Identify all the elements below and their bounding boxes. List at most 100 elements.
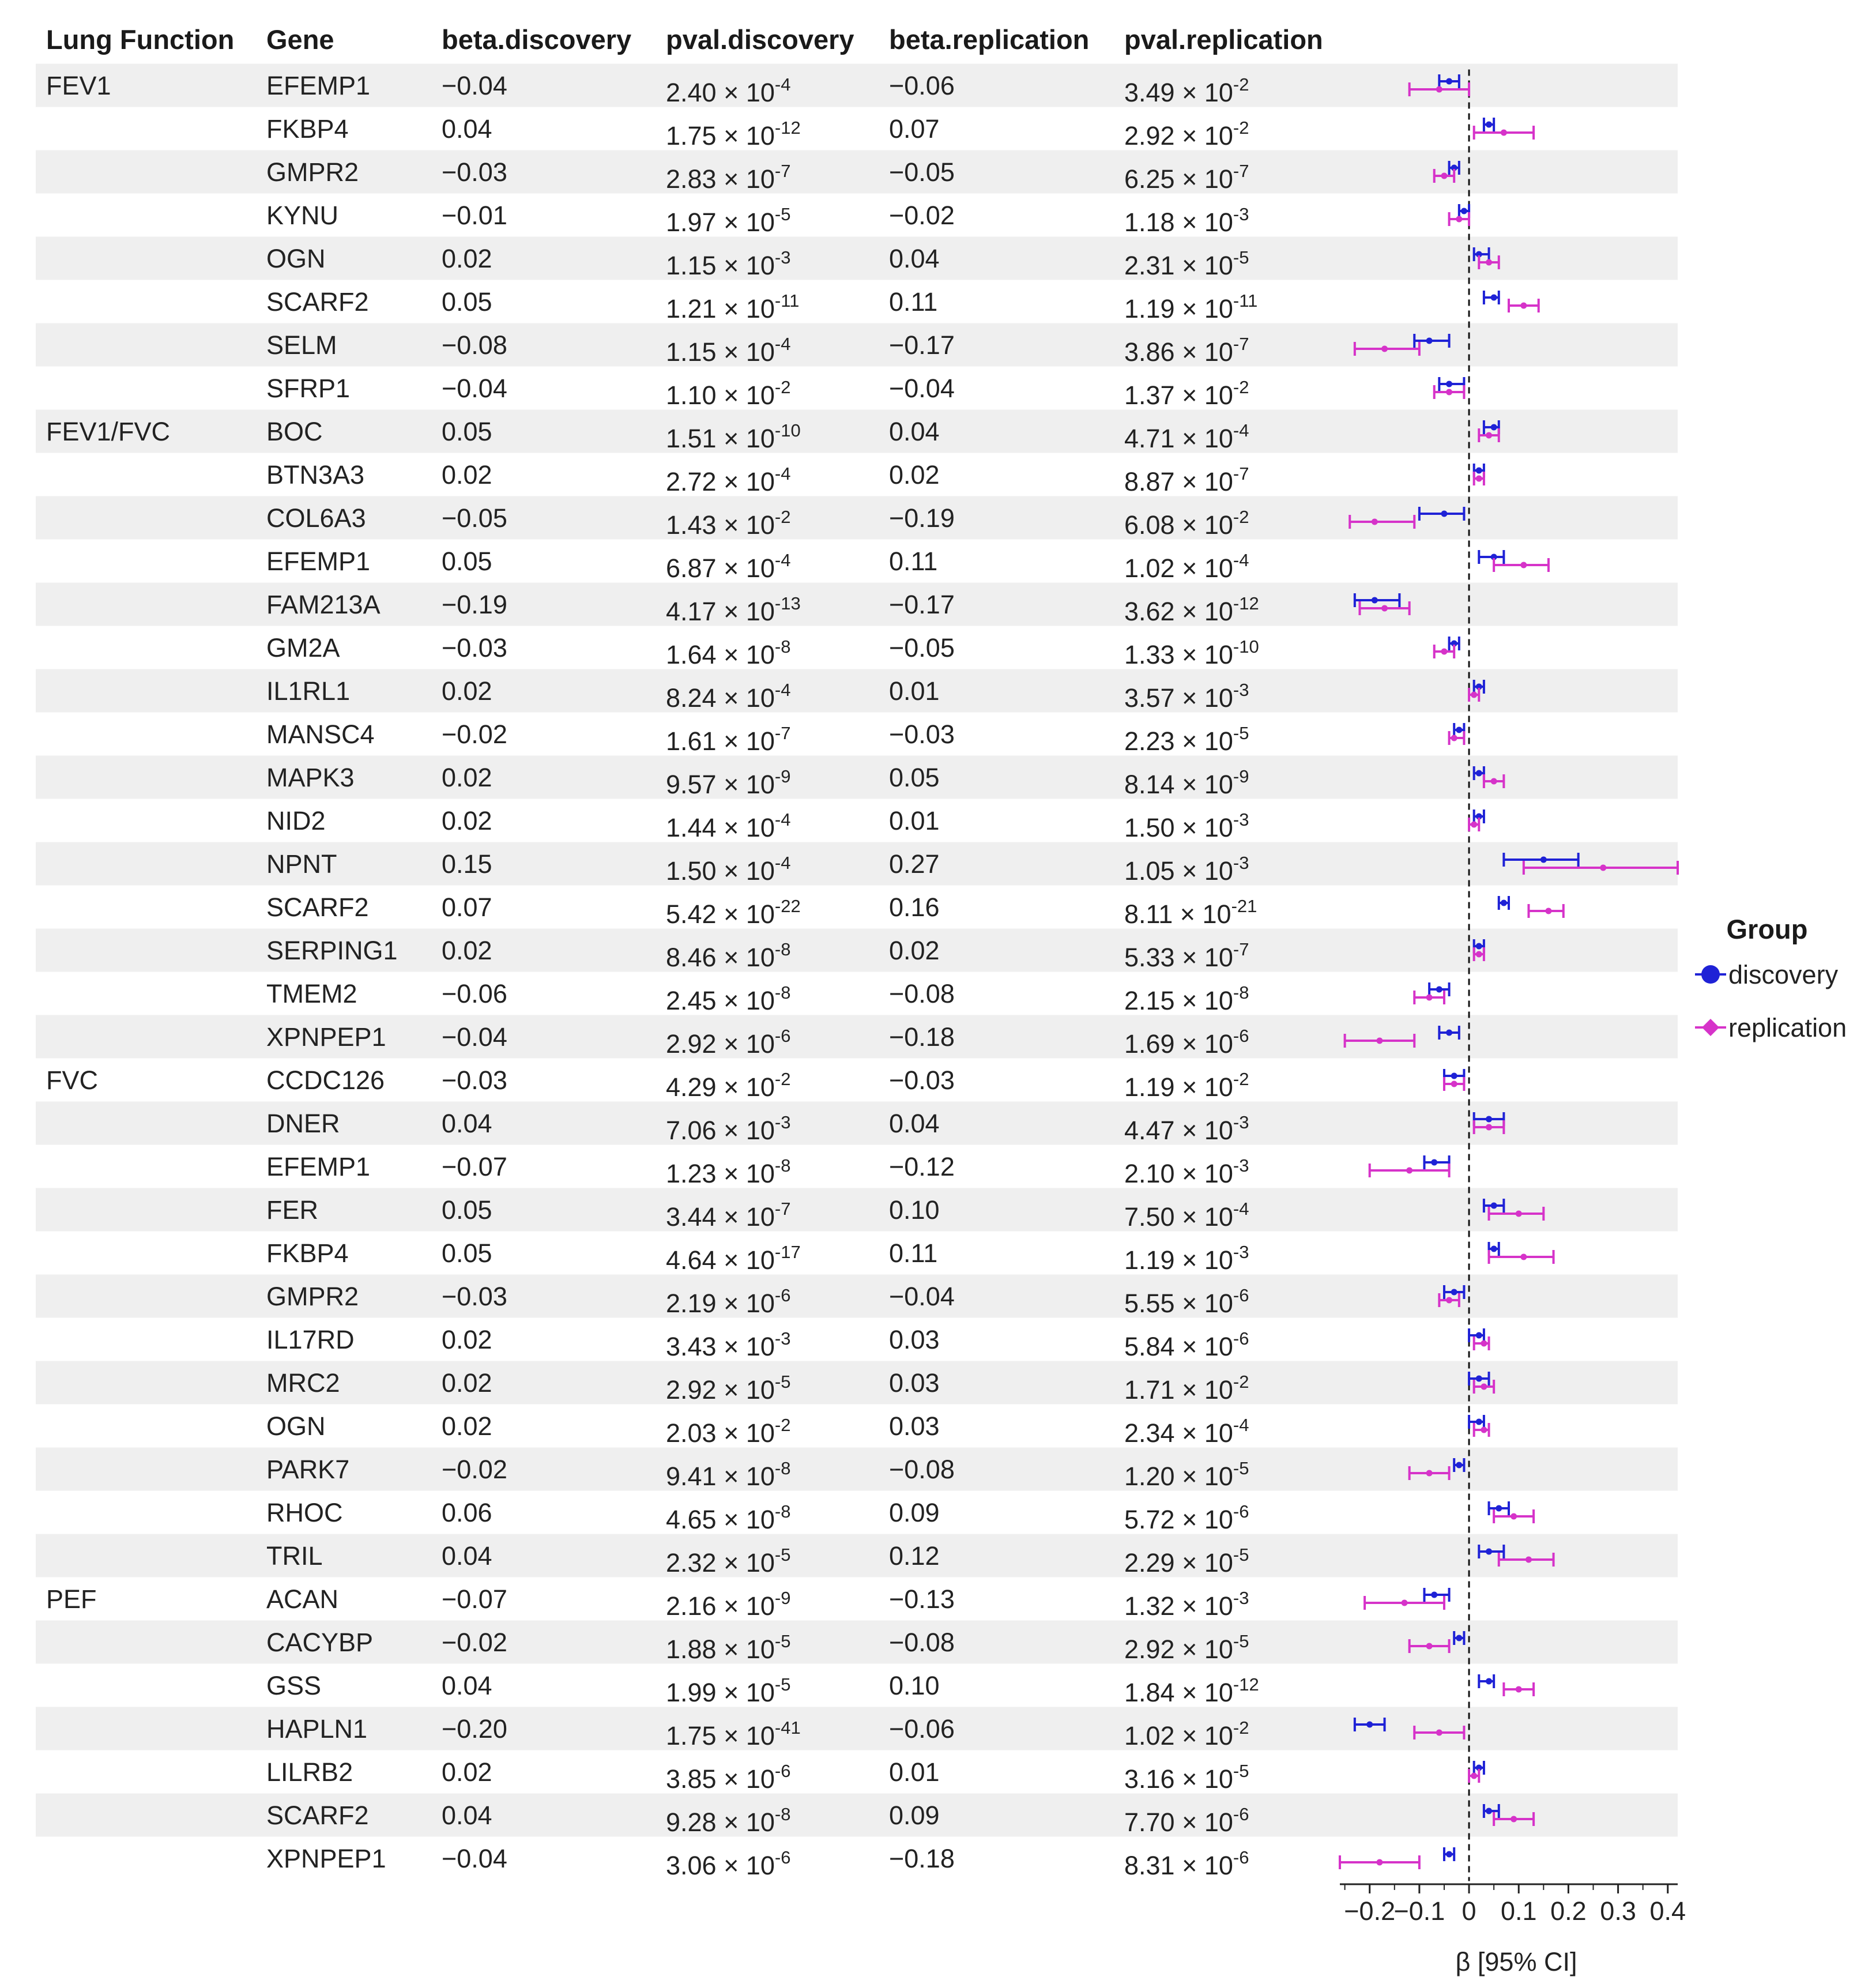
replication-estimate-gss (1502, 1682, 1535, 1696)
point-estimate (1520, 1253, 1527, 1260)
discovery-estimate-mrc2 (1468, 1372, 1490, 1385)
replication-estimate-serping1 (1472, 947, 1485, 961)
table-row: TMEM2 −0.06 2.45 × 10-8 −0.08 2.15 × 10-8 (266, 979, 1249, 1015)
gene-label: IL1RL1 (266, 676, 350, 706)
row-band (36, 150, 1678, 194)
legend-label: replication (1728, 1013, 1847, 1042)
pval-discovery-value: 3.06 × 10-6 (666, 1847, 791, 1880)
pval-discovery-value: 1.44 × 10-4 (666, 809, 791, 842)
row-band (36, 409, 1678, 453)
row-band (36, 1188, 1678, 1232)
row-band (36, 63, 1678, 107)
table-row: FKBP4 0.04 1.75 × 10-12 0.07 2.92 × 10-2 (266, 114, 1249, 150)
point-estimate (1486, 1124, 1493, 1131)
discovery-estimate-acan (1423, 1588, 1451, 1602)
row-band (36, 755, 1678, 799)
row-bands (36, 63, 1678, 1837)
beta-discovery-value: −0.01 (442, 201, 507, 230)
point-estimate (1486, 121, 1493, 128)
pval-discovery-value: 2.03 × 10-2 (666, 1415, 791, 1448)
discovery-estimate-kynu (1457, 204, 1471, 218)
gene-label: XPNPEP1 (266, 1022, 386, 1052)
beta-replication-value: −0.02 (889, 201, 955, 230)
gene-label: CCDC126 (266, 1065, 385, 1095)
point-estimate (1475, 251, 1482, 258)
pval-replication-value: 2.29 × 10-5 (1124, 1545, 1249, 1577)
point-estimate (1475, 475, 1482, 482)
row-band (36, 1447, 1678, 1491)
pval-discovery-value: 3.43 × 10-3 (666, 1328, 791, 1361)
pval-discovery-value: 4.29 × 10-2 (666, 1069, 791, 1102)
beta-discovery-value: 0.04 (442, 1541, 492, 1571)
pval-replication-value: 5.84 × 10-6 (1124, 1328, 1249, 1361)
gene-label: FKBP4 (266, 114, 349, 144)
beta-discovery-value: −0.03 (442, 1282, 507, 1311)
table-row: SCARF2 0.05 1.21 × 10-11 0.11 1.19 × 10-11 (266, 287, 1257, 323)
row-band (36, 1707, 1678, 1750)
point-estimate (1451, 640, 1457, 647)
beta-discovery-value: 0.07 (442, 893, 492, 922)
beta-discovery-value: 0.04 (442, 1801, 492, 1830)
point-estimate (1490, 1245, 1497, 1252)
table-row: SELM −0.08 1.15 × 10-4 −0.17 3.86 × 10-7 (266, 330, 1249, 367)
discovery-estimate-ogn (1472, 247, 1490, 261)
table-row: GMPR2 −0.03 2.83 × 10-7 −0.05 6.25 × 10-7 (266, 157, 1249, 194)
gene-label: GMPR2 (266, 1282, 359, 1311)
pval-discovery-value: 1.99 × 10-5 (666, 1674, 791, 1707)
beta-discovery-value: 0.05 (442, 547, 492, 576)
beta-replication-value: −0.17 (889, 590, 955, 619)
point-estimate (1441, 648, 1448, 655)
replication-estimate-scarf2 (1493, 1812, 1535, 1826)
beta-discovery-value: −0.04 (442, 1844, 507, 1873)
gene-label: SERPING1 (266, 936, 398, 965)
discovery-estimate-scarf2 (1482, 291, 1500, 304)
pval-replication-value: 7.70 × 10-6 (1124, 1804, 1249, 1837)
beta-discovery-value: −0.02 (442, 1628, 507, 1657)
pval-discovery-value: 2.92 × 10-5 (666, 1372, 791, 1405)
beta-discovery-value: 0.04 (442, 114, 492, 144)
beta-replication-value: −0.03 (889, 720, 955, 749)
gene-label: OGN (266, 1411, 326, 1441)
discovery-estimate-il1rl1 (1472, 680, 1485, 694)
data-table: FEV1 EFEMP1 −0.04 2.40 × 10-4 −0.06 3.49 × 10… (46, 71, 1259, 1880)
gene-label: GM2A (266, 633, 340, 662)
pval-replication-value: 1.50 × 10-3 (1124, 809, 1249, 842)
pval-replication-value: 1.37 × 10-2 (1124, 377, 1249, 410)
gene-label: IL17RD (266, 1325, 355, 1354)
pval-replication-value: 2.92 × 10-2 (1124, 118, 1249, 150)
point-estimate (1446, 1029, 1453, 1036)
beta-replication-value: −0.12 (889, 1152, 955, 1181)
header-lung-function: Lung Function (46, 24, 234, 55)
table-row: SCARF2 0.07 5.42 × 10-22 0.16 8.11 × 10-21 (266, 893, 1257, 929)
gene-label: NPNT (266, 849, 337, 879)
point-estimate (1540, 856, 1547, 863)
discovery-estimate-rhoc (1487, 1501, 1510, 1515)
beta-replication-value: −0.05 (889, 633, 955, 662)
gene-label: ACAN (266, 1584, 338, 1614)
point-estimate (1426, 1643, 1433, 1650)
point-estimate (1446, 78, 1453, 85)
beta-discovery-value: −0.07 (442, 1584, 507, 1614)
beta-discovery-value: 0.02 (442, 676, 492, 706)
table-row: NPNT 0.15 1.50 × 10-4 0.27 1.05 × 10-3 (266, 849, 1249, 886)
beta-discovery-value: 0.05 (442, 287, 492, 317)
gene-label: SCARF2 (266, 287, 369, 317)
beta-replication-value: 0.02 (889, 936, 940, 965)
replication-estimate-kynu (1448, 212, 1471, 226)
point-estimate (1520, 302, 1527, 309)
pval-discovery-value: 1.21 × 10-11 (666, 291, 799, 323)
gene-label: CACYBP (266, 1628, 373, 1657)
gene-label: GMPR2 (266, 157, 359, 187)
pval-discovery-value: 2.45 × 10-8 (666, 982, 791, 1015)
beta-replication-value: 0.07 (889, 114, 940, 144)
beta-replication-value: 0.04 (889, 1109, 940, 1138)
gene-label: SCARF2 (266, 1801, 369, 1830)
replication-estimate-ogn (1472, 1423, 1490, 1437)
beta-discovery-value: −0.08 (442, 330, 507, 360)
discovery-estimate-gmpr2 (1442, 1285, 1466, 1299)
replication-estimate-il1rl1 (1468, 688, 1481, 702)
beta-replication-value: 0.27 (889, 849, 940, 879)
point-estimate (1426, 994, 1433, 1001)
beta-replication-value: 0.03 (889, 1325, 940, 1354)
gene-label: BTN3A3 (266, 460, 364, 490)
